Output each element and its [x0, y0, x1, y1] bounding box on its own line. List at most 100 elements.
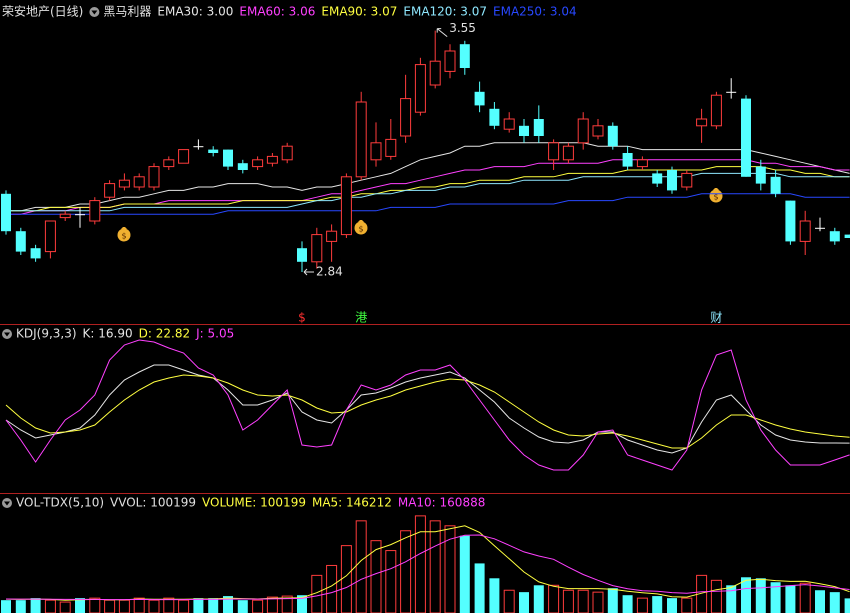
volume-bar — [252, 599, 264, 613]
candle-body — [118, 179, 130, 188]
volume-bar — [681, 597, 693, 613]
indicator-line — [5, 339, 850, 471]
candle-body — [30, 248, 41, 259]
chart-title: 荣安地产(日线) — [2, 4, 83, 19]
low-arrow — [303, 268, 314, 276]
candle-body — [636, 159, 648, 168]
candle-body — [414, 64, 426, 113]
candle-body — [178, 149, 190, 164]
money-bag-icon: $ — [354, 220, 368, 235]
volume-bar — [844, 598, 850, 613]
menu-icon-arrow — [91, 10, 98, 15]
candle-body — [193, 146, 204, 148]
candle-body — [297, 248, 307, 262]
volume-bar — [474, 563, 485, 613]
volume-bar — [489, 578, 500, 613]
volume-bar — [133, 597, 145, 613]
money-bag-icon: $ — [117, 227, 131, 242]
candle-body — [355, 101, 367, 178]
volume-bar — [237, 600, 248, 613]
volume-bar — [710, 579, 722, 613]
indicator-line — [6, 172, 850, 212]
indicator-line — [6, 193, 850, 215]
candle-body — [281, 145, 293, 161]
money-bag-icon: $ — [709, 188, 723, 203]
candle-body — [755, 166, 766, 184]
legend-item: EMA60: 3.06 — [239, 5, 315, 19]
candle-body — [577, 118, 589, 144]
candle-body — [237, 163, 248, 170]
candle-body — [474, 91, 485, 106]
candle-body — [44, 220, 56, 253]
candle-body — [266, 155, 278, 164]
volume-bar — [799, 582, 811, 613]
candle-body — [503, 118, 515, 130]
legend-item: J: 5.05 — [195, 327, 234, 341]
volume-bar — [414, 515, 426, 613]
money-bag-top — [358, 220, 364, 222]
candle-body — [710, 94, 722, 127]
volume-bar — [726, 585, 737, 613]
candle-body — [385, 138, 397, 157]
legend-item: MA10: 160888 — [398, 496, 486, 510]
candle-body — [667, 170, 677, 191]
legend-item: EMA90: 3.07 — [321, 5, 397, 19]
volume-bar — [104, 599, 116, 613]
candle-body — [75, 214, 85, 216]
volume-bar — [503, 589, 515, 613]
volume-bar — [459, 535, 470, 613]
candle-body — [562, 145, 574, 161]
legend-item: EMA250: 3.04 — [493, 5, 577, 19]
volume-bar — [577, 589, 589, 613]
legend-item: MA5: 146212 — [312, 496, 392, 510]
money-bag-body — [117, 228, 131, 242]
indicator-line — [5, 374, 850, 449]
volume-bar — [370, 540, 382, 613]
candle-body — [459, 44, 470, 68]
candle-body — [741, 98, 751, 177]
volume-bar — [326, 564, 338, 613]
chart-subtitle: VVOL: 100199 — [110, 496, 196, 510]
candle-body — [533, 119, 544, 136]
volume-bar — [340, 545, 352, 613]
volume-bar — [622, 595, 633, 613]
chart-subtitle: 黑马利器 — [103, 5, 151, 19]
volume-bar — [1, 600, 11, 613]
volume-bar — [607, 588, 618, 613]
candle-body — [607, 125, 618, 147]
volume-bar — [533, 585, 544, 613]
candle-body — [15, 231, 26, 252]
volume-bar — [163, 597, 175, 613]
candle-body — [844, 234, 850, 238]
money-bag-sign: $ — [121, 232, 126, 241]
candle-body — [223, 149, 233, 167]
volume-bar — [223, 596, 233, 613]
volume-bar — [44, 599, 56, 613]
volume-bar — [741, 577, 751, 613]
candle-body — [696, 118, 708, 127]
volume-bar — [75, 598, 85, 613]
event-marker: $ — [298, 311, 306, 325]
candle-body — [340, 176, 352, 236]
candle-body — [444, 50, 456, 72]
volume-bar — [785, 585, 796, 613]
chart-title: KDJ(9,3,3) — [16, 327, 77, 341]
candle-body — [370, 142, 382, 161]
legend-item: EMA30: 3.00 — [157, 5, 233, 19]
legend-item: D: 22.82 — [139, 327, 190, 341]
volume-bar — [59, 601, 71, 613]
volume-bar — [355, 520, 367, 613]
volume-bar — [118, 599, 130, 613]
event-marker: 财 — [710, 311, 722, 325]
candle-body — [133, 176, 145, 188]
volume-bar — [266, 596, 278, 613]
candle-body — [208, 149, 219, 153]
high-label: 3.55 — [449, 21, 476, 35]
candle-body — [592, 125, 604, 137]
legend-item: EMA120: 3.07 — [403, 5, 487, 19]
volume-bar — [178, 599, 190, 613]
money-bag-top — [121, 227, 127, 229]
legend-item: VOLUME: 100199 — [202, 496, 306, 510]
